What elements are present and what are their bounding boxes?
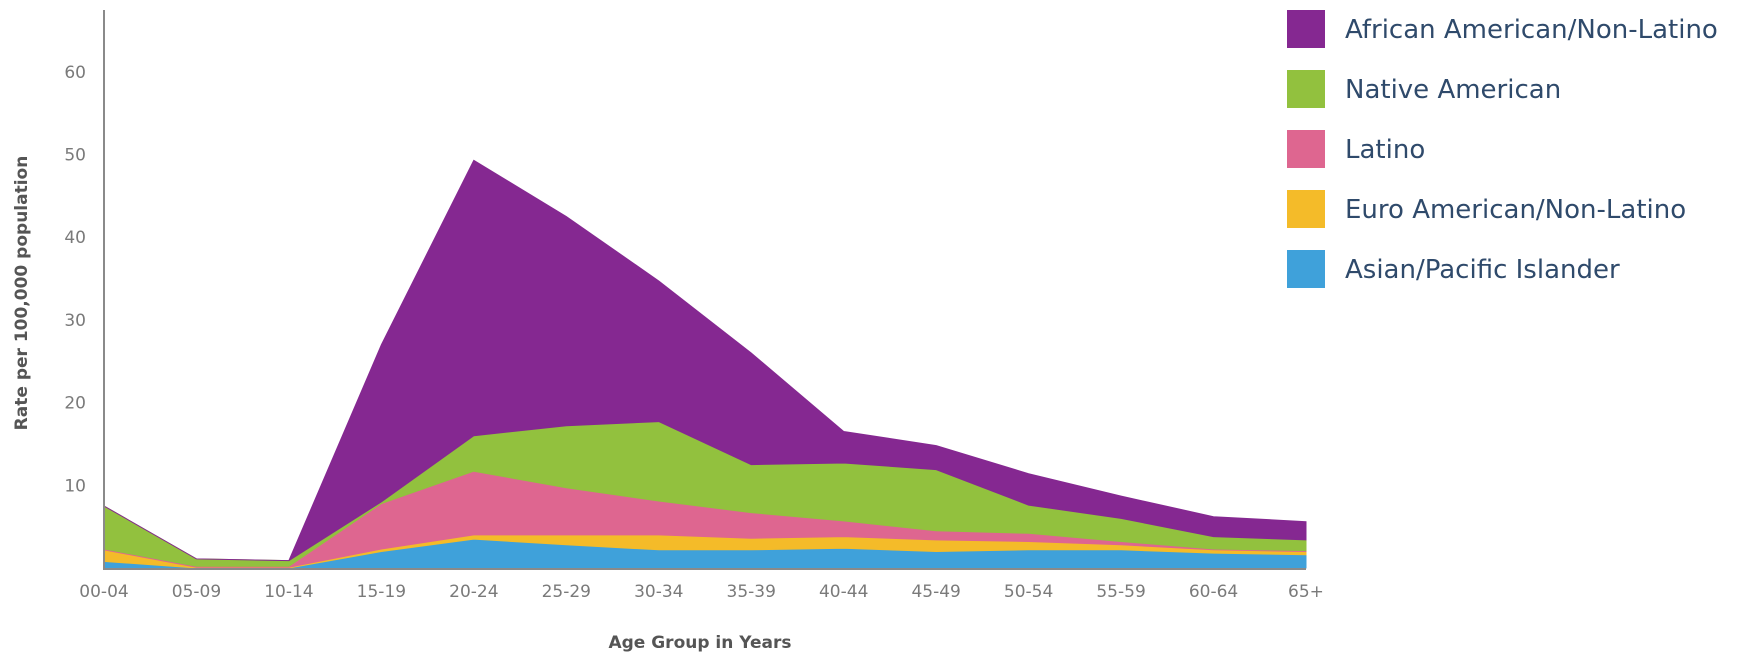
y-tick-label: 60: [64, 63, 86, 83]
legend-swatch: [1287, 10, 1325, 48]
area-layers: [103, 159, 1307, 569]
x-tick-label: 65+: [1288, 582, 1324, 602]
y-axis-title: Rate per 100,000 population: [12, 156, 32, 431]
x-tick-label: 60-64: [1189, 582, 1238, 602]
x-tick-label: 00-04: [79, 582, 128, 602]
legend-label: Asian/Pacific Islander: [1345, 255, 1620, 285]
x-tick-label: 20-24: [449, 582, 498, 602]
legend-swatch: [1287, 130, 1325, 168]
legend-label: African American/Non-Latino: [1345, 15, 1718, 45]
x-tick-label: 40-44: [819, 582, 868, 602]
legend-label: Native American: [1345, 75, 1561, 105]
x-tick-labels: 00-04 05-09 10-14 15-19 20-24 25-29 30-34 35-39…: [79, 582, 1324, 602]
y-tick-label: 40: [64, 228, 86, 248]
x-tick-label: 05-09: [172, 582, 221, 602]
x-tick-label: 30-34: [634, 582, 683, 602]
y-tick-label: 10: [64, 476, 86, 496]
axes: [103, 10, 1306, 570]
legend: African American/Non-Latino Native Americ…: [1287, 10, 1718, 288]
x-tick-label: 35-39: [727, 582, 776, 602]
y-tick-label: 20: [64, 394, 86, 414]
legend-swatch: [1287, 190, 1325, 228]
x-axis-title: Age Group in Years: [608, 633, 791, 652]
x-tick-label: 45-49: [911, 582, 960, 602]
area-series-5: [103, 159, 1307, 562]
x-tick-label: 10-14: [264, 582, 313, 602]
y-tick-labels: 10 20 30 40 50 60: [64, 63, 86, 496]
x-tick-label: 25-29: [542, 582, 591, 602]
legend-label: Latino: [1345, 135, 1425, 165]
legend-swatch: [1287, 70, 1325, 108]
x-tick-label: 55-59: [1096, 582, 1145, 602]
x-tick-label: 50-54: [1004, 582, 1053, 602]
legend-swatch: [1287, 250, 1325, 288]
y-tick-label: 30: [64, 311, 86, 331]
x-tick-label: 15-19: [357, 582, 406, 602]
y-tick-label: 50: [64, 146, 86, 166]
legend-label: Euro American/Non-Latino: [1345, 195, 1686, 225]
